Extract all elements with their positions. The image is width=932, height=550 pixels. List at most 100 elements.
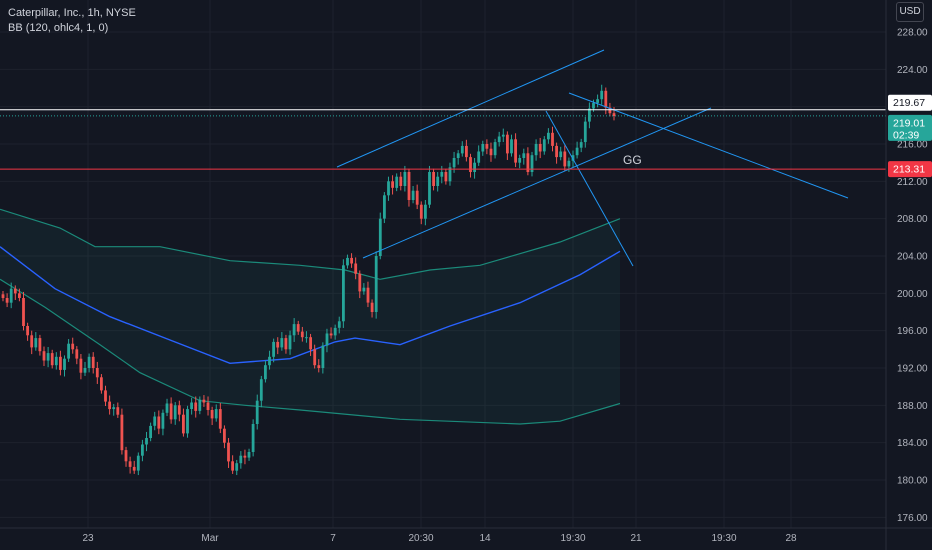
- descending-trendline: [568, 92, 849, 199]
- candle-body: [169, 403, 173, 420]
- candle-body: [485, 144, 489, 149]
- candle-body: [42, 351, 46, 361]
- candle-body: [592, 102, 595, 109]
- y-tick-label: 188.00: [897, 401, 928, 412]
- candle-body: [403, 172, 407, 186]
- candle-body: [514, 139, 517, 163]
- candle-body: [440, 172, 444, 177]
- y-tick-label: 184.00: [897, 438, 928, 449]
- candle-body: [26, 326, 29, 336]
- y-tick-label: 204.00: [897, 252, 928, 263]
- candle-body: [18, 293, 21, 298]
- candle-body: [104, 390, 107, 402]
- y-tick-label: 200.00: [897, 289, 928, 300]
- candle-body: [567, 160, 571, 167]
- candle-body: [588, 108, 591, 122]
- y-tick-label: 228.00: [897, 28, 928, 39]
- last-price-tag-box: [888, 114, 932, 141]
- candle-body: [575, 147, 579, 156]
- candle-body: [288, 335, 292, 350]
- candle-body: [329, 333, 333, 336]
- candle-body: [407, 172, 411, 200]
- candle-body: [161, 412, 165, 429]
- y-tick-label: 216.00: [897, 140, 928, 151]
- candle-body: [313, 349, 317, 366]
- candle-body: [112, 407, 116, 410]
- candle-body: [30, 335, 34, 348]
- candle-body: [579, 142, 583, 148]
- channel-upper-line: [336, 49, 605, 168]
- candle-body: [292, 324, 296, 336]
- candle-body: [153, 416, 157, 426]
- candle-body: [583, 121, 587, 143]
- candle-body: [116, 407, 120, 415]
- bb-fill: [0, 209, 620, 424]
- candle-body: [596, 99, 599, 103]
- candle-body: [506, 134, 509, 154]
- candle-body: [366, 287, 370, 303]
- candle-body: [251, 424, 255, 452]
- candle-body: [255, 400, 259, 424]
- bb-lower-line: [0, 278, 621, 425]
- x-tick-label: Mar: [201, 533, 219, 544]
- candle-body: [473, 162, 476, 172]
- candle-body: [411, 190, 415, 200]
- candle-body: [354, 263, 358, 274]
- candle-body: [309, 337, 312, 350]
- candle-body: [276, 341, 280, 348]
- candle-body: [243, 455, 247, 458]
- candle-body: [268, 356, 271, 366]
- candle-body: [190, 402, 193, 409]
- candle-body: [296, 324, 300, 332]
- candle-body: [362, 287, 366, 292]
- bb-upper-line: [0, 208, 621, 280]
- candle-body: [173, 405, 177, 420]
- candle-body: [518, 158, 522, 163]
- candle-body: [538, 144, 542, 152]
- candle-body: [141, 444, 144, 456]
- candle-body: [136, 455, 140, 471]
- candle-body: [5, 298, 9, 303]
- candle-body: [177, 405, 181, 415]
- x-tick-label: 19:30: [560, 533, 585, 544]
- symbol-title[interactable]: Caterpillar, Inc., 1h, NYSE: [8, 7, 136, 19]
- candle-body: [13, 288, 17, 294]
- candle-body: [460, 145, 464, 154]
- candle-body: [428, 172, 431, 205]
- x-tick-label: 23: [82, 533, 94, 544]
- candle-body: [559, 151, 563, 158]
- candle-body: [378, 218, 382, 256]
- y-tick-label: 176.00: [897, 513, 928, 524]
- candle-body: [350, 257, 353, 264]
- currency-button[interactable]: USD: [896, 2, 924, 22]
- candle-body: [34, 338, 38, 348]
- candle-body: [206, 402, 210, 410]
- red-level-tag-box: [888, 161, 932, 178]
- candle-body: [186, 409, 189, 434]
- horizontal-lines: [0, 109, 886, 170]
- candle-body: [481, 144, 485, 152]
- candle-body: [157, 416, 161, 429]
- candle-body: [436, 176, 440, 186]
- candle-body: [128, 461, 132, 467]
- candle-body: [239, 455, 243, 464]
- candle-body: [50, 353, 54, 366]
- y-tick-label: 192.00: [897, 364, 928, 375]
- candle-body: [415, 190, 419, 205]
- candle-body: [300, 331, 304, 338]
- candle-body: [235, 463, 239, 471]
- candle-body: [198, 399, 202, 411]
- candle-body: [218, 409, 222, 429]
- x-tick-label: 28: [785, 533, 797, 544]
- candle-body: [46, 353, 50, 361]
- white-level-tag-box: [888, 94, 932, 111]
- candles: [1, 84, 616, 476]
- chart-legend: Caterpillar, Inc., 1h, NYSE BB (120, ohl…: [8, 6, 136, 36]
- candle-body: [317, 365, 321, 368]
- indicator-title[interactable]: BB (120, ohlc4, 1, 0): [8, 22, 109, 34]
